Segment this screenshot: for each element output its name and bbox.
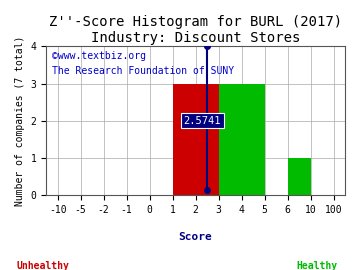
Title: Z''-Score Histogram for BURL (2017)
Industry: Discount Stores: Z''-Score Histogram for BURL (2017) Indu… [49,15,342,45]
Bar [219,83,265,195]
Text: The Research Foundation of SUNY: The Research Foundation of SUNY [52,66,234,76]
Text: Unhealthy: Unhealthy [17,261,69,270]
X-axis label: Score: Score [179,231,212,241]
Text: 2.5741: 2.5741 [184,116,221,126]
Text: Healthy: Healthy [296,261,337,270]
Bar [288,158,311,195]
Bar [172,83,219,195]
Y-axis label: Number of companies (7 total): Number of companies (7 total) [15,36,25,206]
Text: ©www.textbiz.org: ©www.textbiz.org [52,51,146,61]
